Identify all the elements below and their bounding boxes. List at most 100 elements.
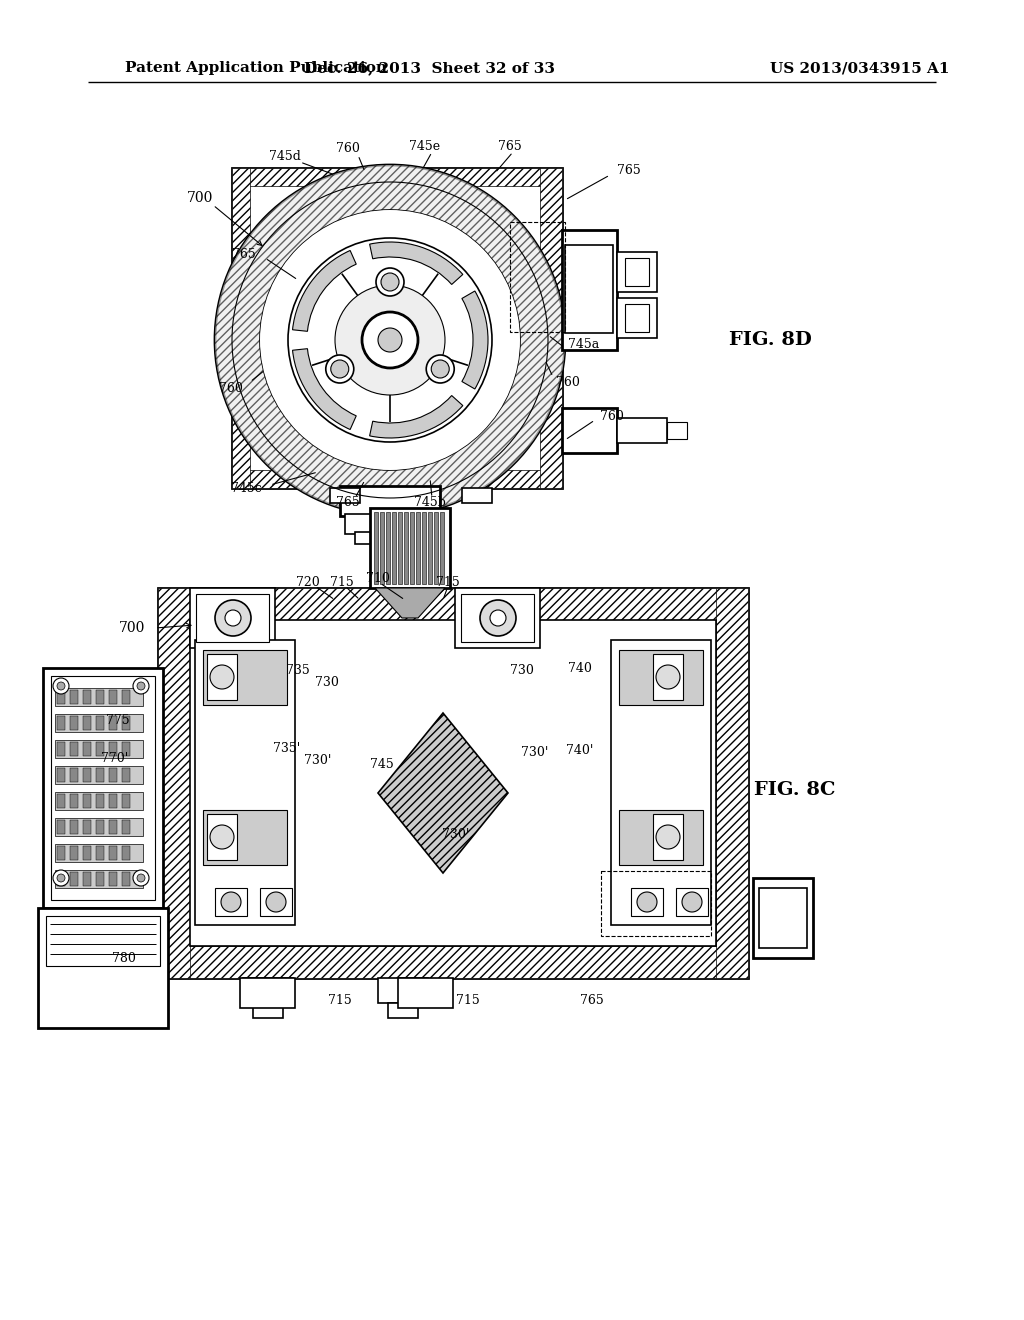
Bar [55,714,143,733]
Bar [410,512,414,583]
Bar [83,690,91,704]
Circle shape [53,870,69,886]
Bar [109,846,117,861]
Bar [232,168,562,488]
Bar [122,768,130,781]
Bar [109,768,117,781]
Bar [55,792,143,810]
Circle shape [288,238,492,442]
Bar [55,843,143,862]
Text: 765: 765 [581,994,604,1006]
Bar [43,668,163,908]
Bar [70,742,78,756]
Text: US 2013/0343915 A1: US 2013/0343915 A1 [770,61,949,75]
Bar [96,795,104,808]
Bar [196,594,269,642]
Bar [676,888,708,916]
Bar [243,978,293,1003]
Text: 715: 715 [456,994,480,1006]
Bar [57,873,65,886]
Text: 765: 765 [498,140,522,153]
Bar [70,768,78,781]
Bar [70,715,78,730]
Bar [540,168,562,488]
Bar [158,587,748,978]
Circle shape [376,268,404,296]
Text: 765: 765 [232,248,256,260]
Text: 730: 730 [510,664,534,676]
Bar [55,688,143,706]
Bar [260,888,292,916]
Text: Dec. 26, 2013  Sheet 32 of 33: Dec. 26, 2013 Sheet 32 of 33 [304,61,555,75]
Circle shape [637,892,657,912]
Bar [83,742,91,756]
Bar [618,649,703,705]
Bar [340,486,440,516]
Bar [753,878,813,958]
Bar [617,252,657,292]
Bar [716,587,748,978]
Bar [345,513,435,535]
Bar [83,795,91,808]
Bar [51,676,155,900]
Circle shape [133,870,150,886]
Bar [207,653,237,700]
Bar [70,873,78,886]
Wedge shape [370,396,463,438]
Text: 765: 765 [336,495,359,508]
Circle shape [215,165,565,515]
Bar [158,587,748,620]
Bar [70,690,78,704]
Circle shape [378,327,402,352]
Bar [232,168,250,488]
Bar [96,768,104,781]
Bar [462,488,492,503]
Circle shape [682,892,702,912]
Text: 735: 735 [286,664,310,676]
Text: 715: 715 [328,994,352,1006]
Bar [57,795,65,808]
Circle shape [362,312,418,368]
Bar [207,814,237,861]
Bar [374,512,378,583]
Text: 770': 770' [100,751,128,764]
Bar [109,820,117,834]
Text: 730': 730' [304,754,332,767]
Bar [617,298,657,338]
Circle shape [215,601,251,636]
Text: 760: 760 [219,383,243,396]
Text: 760: 760 [600,411,624,424]
Circle shape [260,210,520,470]
Text: 745: 745 [370,759,394,771]
Text: 715: 715 [330,576,354,589]
Text: 745d: 745d [269,149,301,162]
Bar [158,587,190,978]
Bar [378,978,428,1003]
Bar [611,640,711,925]
Bar [190,620,716,946]
Bar [83,715,91,730]
Bar [195,640,295,925]
Bar [386,512,390,583]
Text: 780: 780 [112,952,136,965]
Bar [190,587,275,648]
Bar [158,946,748,978]
Bar [667,422,687,440]
Bar [618,810,703,865]
Bar [83,768,91,781]
Bar [625,304,649,333]
Bar [122,690,130,704]
Bar [55,741,143,758]
Text: 700: 700 [119,620,145,635]
Circle shape [326,355,353,383]
Bar [57,690,65,704]
Bar [190,620,716,946]
Text: Patent Application Publication: Patent Application Publication [125,61,387,75]
Text: FIG. 8D: FIG. 8D [728,331,811,348]
Bar [109,795,117,808]
Bar [109,873,117,886]
Text: 745c: 745c [231,482,262,495]
Bar [122,873,130,886]
Circle shape [57,682,65,690]
Wedge shape [370,242,463,285]
